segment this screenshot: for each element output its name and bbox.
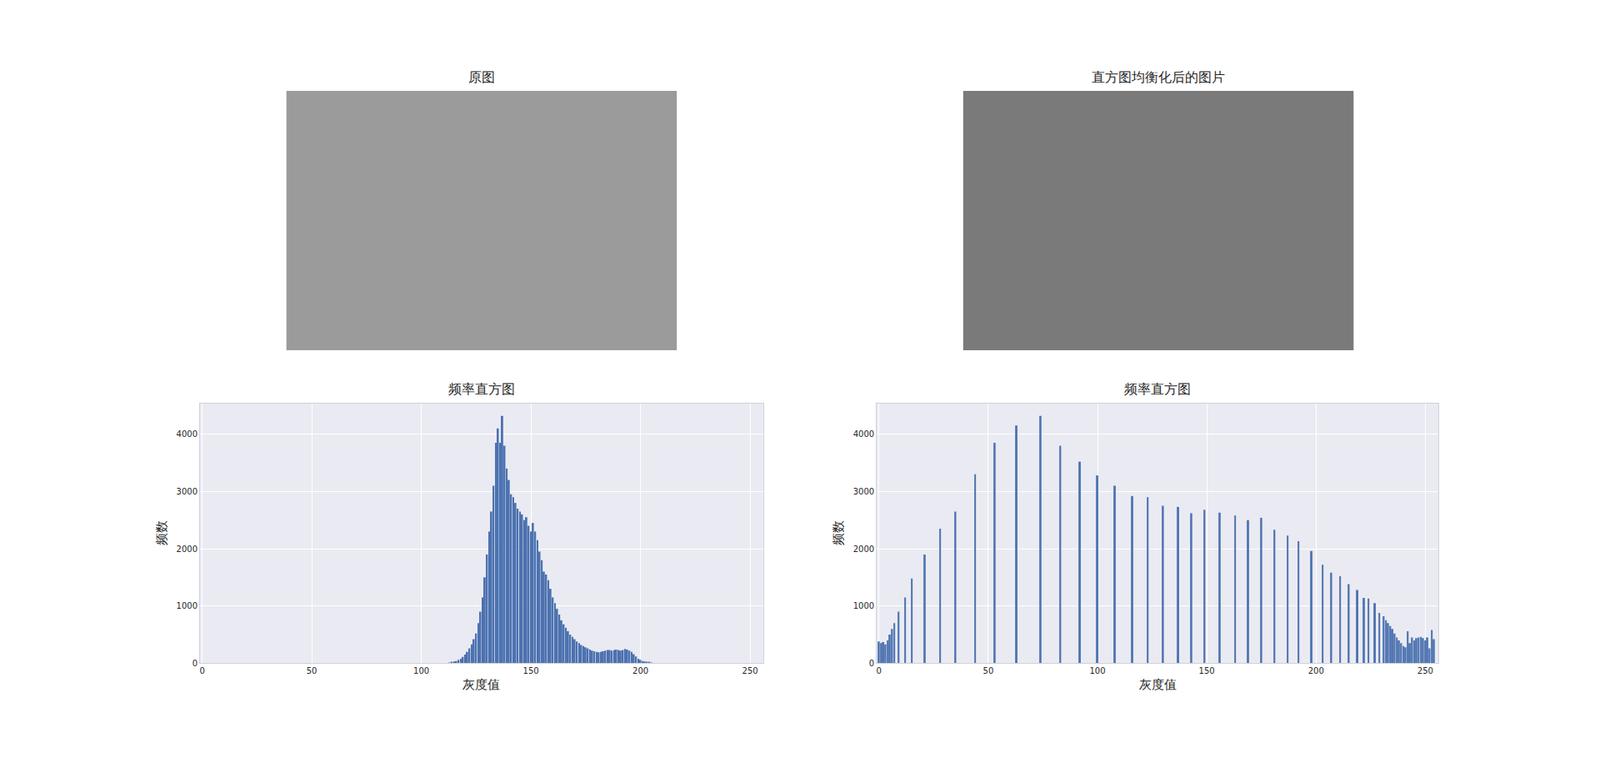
svg-text:150: 150 [523,665,540,675]
svg-text:频率直方图: 频率直方图 [1124,380,1191,397]
svg-text:0: 0 [869,658,875,668]
svg-text:250: 250 [1417,665,1434,675]
svg-text:频率直方图: 频率直方图 [448,380,515,397]
svg-text:1000: 1000 [853,600,875,610]
svg-text:3000: 3000 [176,486,198,496]
svg-text:50: 50 [306,665,318,675]
svg-text:灰度值: 灰度值 [462,676,500,692]
svg-text:2000: 2000 [176,544,198,554]
svg-text:150: 150 [1199,665,1215,675]
svg-text:250: 250 [742,665,759,675]
svg-text:4000: 4000 [176,429,198,439]
svg-text:0: 0 [192,658,198,668]
svg-text:200: 200 [632,665,649,675]
svg-text:50: 50 [983,665,995,675]
svg-text:频数: 频数 [830,520,846,545]
svg-text:0: 0 [876,665,882,675]
svg-text:频数: 频数 [154,520,170,545]
svg-text:0: 0 [199,665,205,675]
svg-text:1000: 1000 [176,600,198,610]
svg-text:直方图均衡化后的图片: 直方图均衡化后的图片 [1091,69,1225,85]
svg-text:200: 200 [1308,665,1325,675]
svg-text:4000: 4000 [853,429,875,439]
svg-text:100: 100 [1089,665,1105,675]
svg-text:3000: 3000 [853,486,875,496]
svg-text:100: 100 [413,665,430,675]
svg-text:原图: 原图 [468,69,495,85]
svg-text:2000: 2000 [853,544,875,554]
svg-text:灰度值: 灰度值 [1139,676,1177,692]
